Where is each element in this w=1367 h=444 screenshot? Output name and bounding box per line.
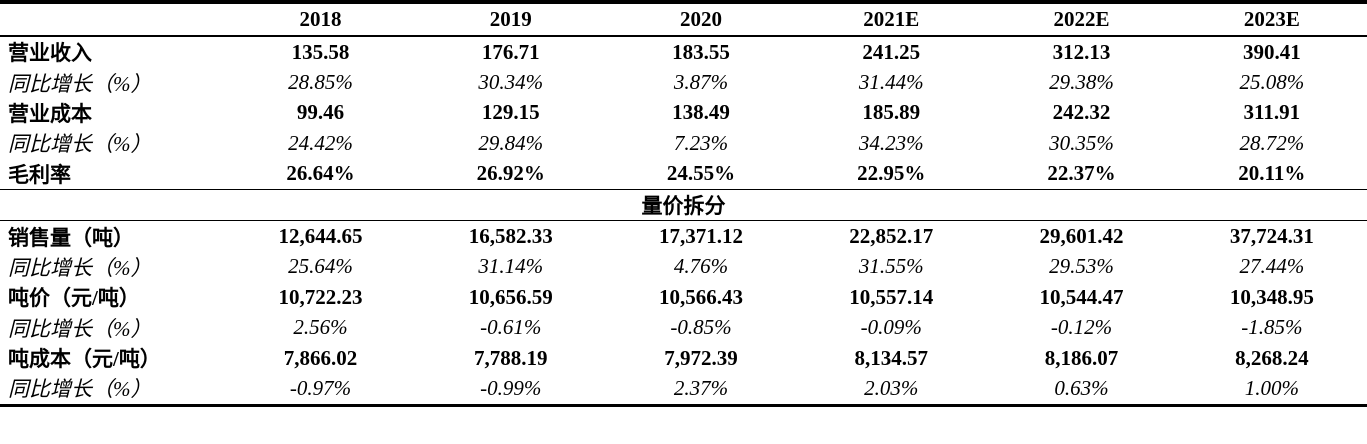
table-row: 营业收入 135.58 176.71 183.55 241.25 312.13 … bbox=[0, 36, 1367, 67]
table-cell: 312.13 bbox=[1052, 39, 1111, 64]
table-cell: 34.23% bbox=[858, 130, 924, 155]
row-label: 同比增长（%） bbox=[8, 132, 152, 157]
year-header: 2020 bbox=[605, 0, 797, 37]
table-cell: 22.37% bbox=[1047, 161, 1116, 186]
section-row: 量价拆分 bbox=[0, 188, 1367, 222]
table-cell: 2.37% bbox=[605, 373, 797, 407]
table-cell: 10,348.95 bbox=[1229, 284, 1314, 309]
table-cell: 25.08% bbox=[1239, 70, 1305, 95]
table-cell: 10,557.14 bbox=[849, 284, 934, 309]
year-header: 2018 bbox=[225, 0, 416, 37]
table-cell: 99.46 bbox=[296, 100, 345, 125]
table-cell: 20.11% bbox=[1238, 161, 1306, 186]
table-cell: 26.92% bbox=[476, 161, 545, 186]
table-cell: 26.64% bbox=[286, 161, 355, 186]
table-cell: 10,566.43 bbox=[658, 284, 743, 309]
table-cell: 24.55% bbox=[666, 161, 736, 186]
table-cell: 390.41 bbox=[1242, 39, 1301, 64]
table-cell: 29.53% bbox=[1049, 254, 1114, 279]
section-title: 量价拆分 bbox=[0, 188, 1367, 222]
table-cell: 17,371.12 bbox=[658, 224, 743, 249]
table-cell: 31.55% bbox=[858, 254, 924, 279]
table-cell: 16,582.33 bbox=[468, 224, 553, 249]
table-cell: 28.72% bbox=[1239, 130, 1305, 155]
table-row: 销售量（吨） 12,644.65 16,582.33 17,371.12 22,… bbox=[0, 221, 1367, 252]
table-cell: -0.61% bbox=[480, 315, 542, 340]
table-cell: 31.14% bbox=[478, 254, 544, 279]
table-cell: 7,972.39 bbox=[664, 345, 738, 370]
table-cell: -0.97% bbox=[225, 373, 416, 407]
table-cell: 2.56% bbox=[293, 315, 348, 340]
year-header: 2022E bbox=[986, 0, 1177, 37]
table-row: 同比增长（%） 2.56% -0.61% -0.85% -0.09% -0.12… bbox=[0, 313, 1367, 343]
financial-forecast-table: 2018 2019 2020 2021E 2022E 2023E 营业收入 13… bbox=[0, 0, 1367, 407]
table-cell: 135.58 bbox=[291, 39, 350, 64]
table-cell: 0.63% bbox=[986, 373, 1177, 407]
header-blank-cell bbox=[0, 0, 226, 37]
table-row: 同比增长（%） 24.42% 29.84% 7.23% 34.23% 30.35… bbox=[0, 128, 1367, 158]
table-cell: 8,268.24 bbox=[1235, 345, 1309, 370]
row-label: 同比增长（%） bbox=[0, 373, 226, 407]
table-cell: 183.55 bbox=[672, 39, 730, 64]
row-label: 吨成本（元/吨） bbox=[8, 347, 161, 372]
table-cell: 37,724.31 bbox=[1229, 224, 1314, 249]
table-cell: 2.03% bbox=[796, 373, 987, 407]
table-cell: 241.25 bbox=[862, 39, 921, 64]
table-cell: 7,866.02 bbox=[283, 345, 358, 370]
header-row: 2018 2019 2020 2021E 2022E 2023E bbox=[0, 0, 1367, 37]
row-label: 毛利率 bbox=[8, 162, 71, 187]
table-cell: 12,644.65 bbox=[278, 224, 363, 249]
table-cell: 28.85% bbox=[288, 70, 353, 95]
table-cell: 176.71 bbox=[481, 39, 540, 64]
row-label: 同比增长（%） bbox=[8, 71, 152, 96]
table-cell: 10,544.47 bbox=[1039, 284, 1124, 309]
table-cell: 30.35% bbox=[1049, 130, 1114, 155]
row-label: 销售量（吨） bbox=[8, 225, 134, 250]
table-row: 毛利率 26.64% 26.92% 24.55% 22.95% 22.37% 2… bbox=[0, 159, 1367, 190]
table-cell: 31.44% bbox=[858, 70, 924, 95]
table-cell: 22.95% bbox=[857, 161, 926, 186]
year-header: 2023E bbox=[1176, 0, 1367, 37]
table-cell: -0.85% bbox=[670, 315, 732, 340]
table-cell: 138.49 bbox=[672, 100, 730, 125]
table-cell: 8,134.57 bbox=[854, 345, 929, 370]
row-label: 营业收入 bbox=[8, 41, 92, 66]
table-cell: 7.23% bbox=[673, 130, 729, 155]
year-header: 2019 bbox=[415, 0, 606, 37]
row-label: 吨价（元/吨） bbox=[8, 286, 140, 311]
table-cell: -0.99% bbox=[415, 373, 606, 407]
table-cell: 30.34% bbox=[478, 70, 544, 95]
table-cell: 10,656.59 bbox=[468, 284, 553, 309]
table-cell: 129.15 bbox=[481, 100, 540, 125]
table-row: 同比增长（%） 28.85% 30.34% 3.87% 31.44% 29.38… bbox=[0, 67, 1367, 97]
row-label: 同比增长（%） bbox=[8, 255, 152, 280]
table-cell: -0.12% bbox=[1050, 315, 1113, 340]
table-cell: 3.87% bbox=[673, 70, 729, 95]
table-row: 同比增长（%） 25.64% 31.14% 4.76% 31.55% 29.53… bbox=[0, 252, 1367, 282]
row-label: 同比增长（%） bbox=[8, 316, 152, 341]
year-header: 2021E bbox=[796, 0, 987, 37]
table-cell: -1.85% bbox=[1241, 315, 1303, 340]
table-cell: 8,186.07 bbox=[1044, 345, 1119, 370]
table-cell: 10,722.23 bbox=[278, 284, 363, 309]
table-cell: 4.76% bbox=[673, 254, 729, 279]
table-cell: 29,601.42 bbox=[1039, 224, 1124, 249]
table-cell: 29.84% bbox=[478, 130, 544, 155]
table-row: 同比增长（%） -0.97% -0.99% 2.37% 2.03% 0.63% … bbox=[0, 373, 1367, 407]
table-row: 营业成本 99.46 129.15 138.49 185.89 242.32 3… bbox=[0, 98, 1367, 128]
table-cell: 185.89 bbox=[862, 100, 921, 125]
table-row: 吨价（元/吨） 10,722.23 10,656.59 10,566.43 10… bbox=[0, 282, 1367, 312]
table-cell: 7,788.19 bbox=[473, 345, 548, 370]
table-cell: 242.32 bbox=[1052, 100, 1111, 125]
table-cell: 22,852.17 bbox=[849, 224, 934, 249]
table-cell: 25.64% bbox=[288, 254, 353, 279]
table-cell: 29.38% bbox=[1049, 70, 1114, 95]
table-cell: 311.91 bbox=[1243, 100, 1301, 125]
table-cell: 24.42% bbox=[288, 130, 353, 155]
row-label: 营业成本 bbox=[8, 101, 92, 126]
table-cell: 1.00% bbox=[1176, 373, 1367, 407]
table-cell: -0.09% bbox=[860, 315, 922, 340]
table-cell: 27.44% bbox=[1239, 254, 1305, 279]
table-row: 吨成本（元/吨） 7,866.02 7,788.19 7,972.39 8,13… bbox=[0, 343, 1367, 373]
